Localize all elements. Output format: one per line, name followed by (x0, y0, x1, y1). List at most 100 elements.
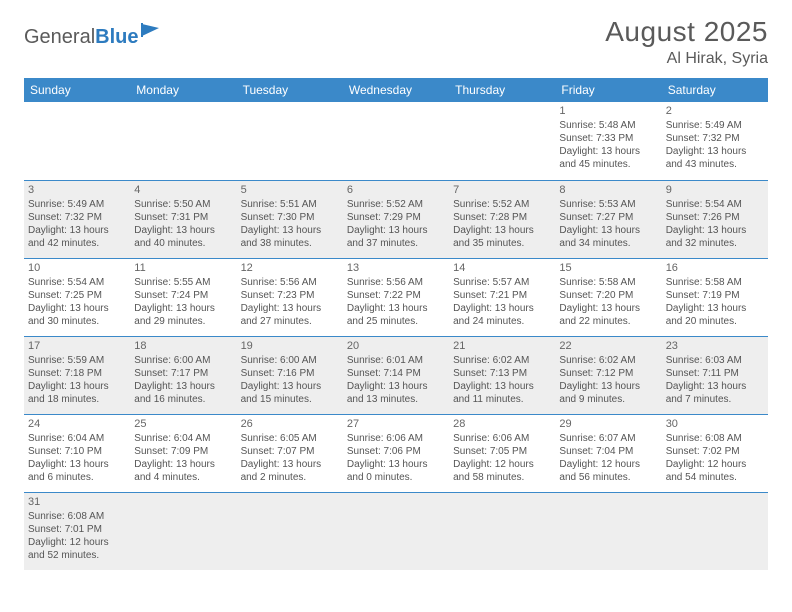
daylight-line: Daylight: 13 hours and 2 minutes. (241, 458, 339, 484)
weekday-header: Wednesday (343, 78, 449, 102)
day-number: 6 (347, 183, 445, 197)
calendar-day-cell: 13Sunrise: 5:56 AMSunset: 7:22 PMDayligh… (343, 258, 449, 336)
daylight-line: Daylight: 13 hours and 7 minutes. (666, 380, 764, 406)
sunset-line: Sunset: 7:21 PM (453, 289, 551, 302)
sunset-line: Sunset: 7:32 PM (28, 211, 126, 224)
day-number: 30 (666, 417, 764, 431)
day-number: 17 (28, 339, 126, 353)
sunset-line: Sunset: 7:06 PM (347, 445, 445, 458)
calendar-day-cell: 29Sunrise: 6:07 AMSunset: 7:04 PMDayligh… (555, 414, 661, 492)
sunset-line: Sunset: 7:30 PM (241, 211, 339, 224)
daylight-line: Daylight: 13 hours and 25 minutes. (347, 302, 445, 328)
calendar-day-cell: 8Sunrise: 5:53 AMSunset: 7:27 PMDaylight… (555, 180, 661, 258)
daylight-line: Daylight: 13 hours and 40 minutes. (134, 224, 232, 250)
sunrise-line: Sunrise: 6:06 AM (347, 432, 445, 445)
calendar-day-cell: 12Sunrise: 5:56 AMSunset: 7:23 PMDayligh… (237, 258, 343, 336)
sunset-line: Sunset: 7:33 PM (559, 132, 657, 145)
calendar-day-cell (555, 492, 661, 570)
sunrise-line: Sunrise: 6:08 AM (28, 510, 126, 523)
sunrise-line: Sunrise: 5:50 AM (134, 198, 232, 211)
daylight-line: Daylight: 13 hours and 13 minutes. (347, 380, 445, 406)
sunset-line: Sunset: 7:02 PM (666, 445, 764, 458)
sunrise-line: Sunrise: 5:51 AM (241, 198, 339, 211)
sunrise-line: Sunrise: 6:07 AM (559, 432, 657, 445)
day-number: 29 (559, 417, 657, 431)
sunrise-line: Sunrise: 6:08 AM (666, 432, 764, 445)
sunset-line: Sunset: 7:22 PM (347, 289, 445, 302)
sunrise-line: Sunrise: 6:06 AM (453, 432, 551, 445)
flag-icon (141, 22, 167, 43)
calendar-day-cell: 28Sunrise: 6:06 AMSunset: 7:05 PMDayligh… (449, 414, 555, 492)
sunrise-line: Sunrise: 5:55 AM (134, 276, 232, 289)
sunrise-line: Sunrise: 5:57 AM (453, 276, 551, 289)
sunrise-line: Sunrise: 5:54 AM (666, 198, 764, 211)
daylight-line: Daylight: 13 hours and 18 minutes. (28, 380, 126, 406)
title-block: August 2025 Al Hirak, Syria (605, 16, 768, 68)
sunrise-line: Sunrise: 6:01 AM (347, 354, 445, 367)
sunrise-line: Sunrise: 5:49 AM (666, 119, 764, 132)
calendar-day-cell: 22Sunrise: 6:02 AMSunset: 7:12 PMDayligh… (555, 336, 661, 414)
sunset-line: Sunset: 7:24 PM (134, 289, 232, 302)
sunrise-line: Sunrise: 6:03 AM (666, 354, 764, 367)
day-number: 31 (28, 495, 126, 509)
header: GeneralBlue August 2025 Al Hirak, Syria (24, 16, 768, 68)
daylight-line: Daylight: 13 hours and 37 minutes. (347, 224, 445, 250)
calendar-week-row: 31Sunrise: 6:08 AMSunset: 7:01 PMDayligh… (24, 492, 768, 570)
day-number: 24 (28, 417, 126, 431)
sunset-line: Sunset: 7:05 PM (453, 445, 551, 458)
sunrise-line: Sunrise: 6:00 AM (241, 354, 339, 367)
calendar-body: 1Sunrise: 5:48 AMSunset: 7:33 PMDaylight… (24, 102, 768, 570)
day-number: 8 (559, 183, 657, 197)
calendar-day-cell: 26Sunrise: 6:05 AMSunset: 7:07 PMDayligh… (237, 414, 343, 492)
day-number: 21 (453, 339, 551, 353)
sunrise-line: Sunrise: 6:00 AM (134, 354, 232, 367)
sunrise-line: Sunrise: 5:48 AM (559, 119, 657, 132)
logo-text-1: General (24, 26, 95, 48)
calendar-day-cell (24, 102, 130, 180)
weekday-header-row: Sunday Monday Tuesday Wednesday Thursday… (24, 78, 768, 102)
calendar-day-cell: 15Sunrise: 5:58 AMSunset: 7:20 PMDayligh… (555, 258, 661, 336)
daylight-line: Daylight: 13 hours and 16 minutes. (134, 380, 232, 406)
calendar-day-cell: 27Sunrise: 6:06 AMSunset: 7:06 PMDayligh… (343, 414, 449, 492)
sunset-line: Sunset: 7:18 PM (28, 367, 126, 380)
daylight-line: Daylight: 12 hours and 58 minutes. (453, 458, 551, 484)
sunset-line: Sunset: 7:07 PM (241, 445, 339, 458)
daylight-line: Daylight: 13 hours and 20 minutes. (666, 302, 764, 328)
daylight-line: Daylight: 13 hours and 29 minutes. (134, 302, 232, 328)
calendar-day-cell (130, 492, 236, 570)
weekday-header: Monday (130, 78, 236, 102)
sunrise-line: Sunrise: 6:02 AM (559, 354, 657, 367)
daylight-line: Daylight: 13 hours and 43 minutes. (666, 145, 764, 171)
sunset-line: Sunset: 7:20 PM (559, 289, 657, 302)
sunrise-line: Sunrise: 5:52 AM (453, 198, 551, 211)
daylight-line: Daylight: 13 hours and 9 minutes. (559, 380, 657, 406)
calendar-day-cell: 3Sunrise: 5:49 AMSunset: 7:32 PMDaylight… (24, 180, 130, 258)
sunrise-line: Sunrise: 6:02 AM (453, 354, 551, 367)
calendar-week-row: 3Sunrise: 5:49 AMSunset: 7:32 PMDaylight… (24, 180, 768, 258)
sunrise-line: Sunrise: 5:59 AM (28, 354, 126, 367)
calendar-day-cell: 30Sunrise: 6:08 AMSunset: 7:02 PMDayligh… (662, 414, 768, 492)
calendar-day-cell: 17Sunrise: 5:59 AMSunset: 7:18 PMDayligh… (24, 336, 130, 414)
logo: GeneralBlue (24, 22, 167, 53)
day-number: 10 (28, 261, 126, 275)
sunset-line: Sunset: 7:19 PM (666, 289, 764, 302)
calendar-week-row: 10Sunrise: 5:54 AMSunset: 7:25 PMDayligh… (24, 258, 768, 336)
calendar-day-cell: 11Sunrise: 5:55 AMSunset: 7:24 PMDayligh… (130, 258, 236, 336)
sunset-line: Sunset: 7:11 PM (666, 367, 764, 380)
daylight-line: Daylight: 13 hours and 30 minutes. (28, 302, 126, 328)
calendar-day-cell: 10Sunrise: 5:54 AMSunset: 7:25 PMDayligh… (24, 258, 130, 336)
calendar-day-cell (662, 492, 768, 570)
logo-text: GeneralBlue (24, 26, 139, 49)
location: Al Hirak, Syria (605, 50, 768, 68)
daylight-line: Daylight: 13 hours and 11 minutes. (453, 380, 551, 406)
calendar-week-row: 24Sunrise: 6:04 AMSunset: 7:10 PMDayligh… (24, 414, 768, 492)
sunrise-line: Sunrise: 6:04 AM (134, 432, 232, 445)
daylight-line: Daylight: 13 hours and 6 minutes. (28, 458, 126, 484)
weekday-header: Saturday (662, 78, 768, 102)
day-number: 19 (241, 339, 339, 353)
day-number: 16 (666, 261, 764, 275)
day-number: 22 (559, 339, 657, 353)
calendar-day-cell: 31Sunrise: 6:08 AMSunset: 7:01 PMDayligh… (24, 492, 130, 570)
day-number: 27 (347, 417, 445, 431)
sunset-line: Sunset: 7:31 PM (134, 211, 232, 224)
